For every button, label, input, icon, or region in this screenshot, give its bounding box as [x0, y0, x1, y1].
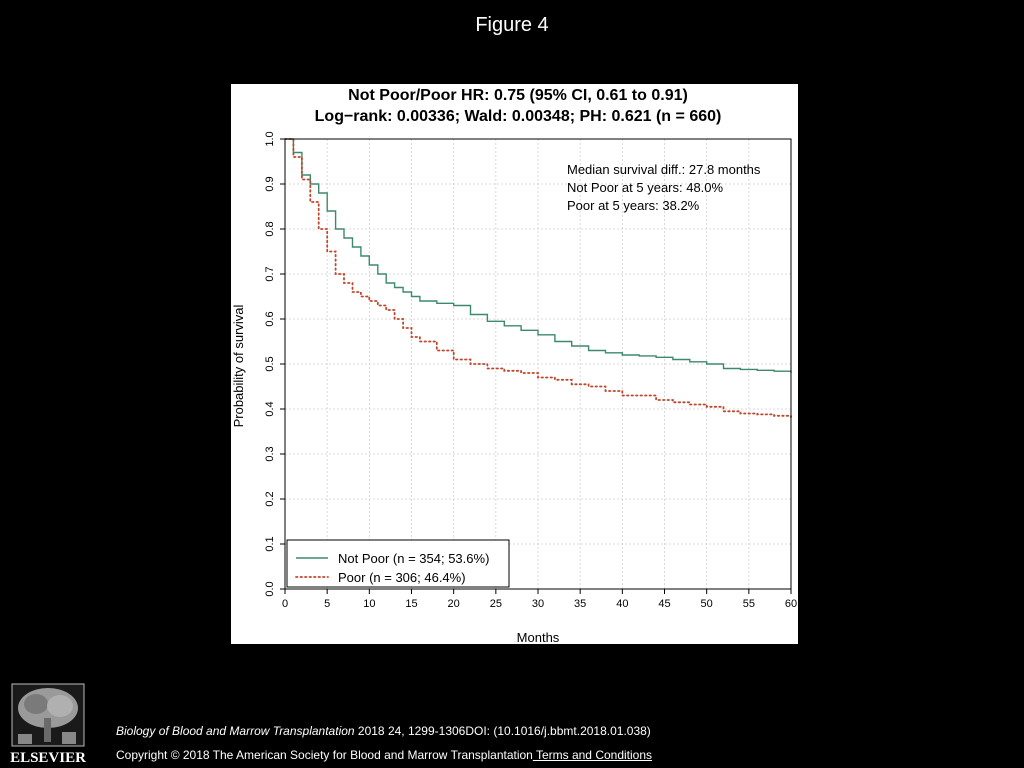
y-tick-label: 1.0: [264, 131, 276, 146]
series-line-not-poor: [285, 138, 792, 373]
y-tick-label: 0.5: [264, 356, 276, 371]
x-axis-label: Months: [517, 630, 560, 644]
x-tick-label: 30: [532, 598, 544, 610]
annotation-median-diff: Median survival diff.: 27.8 months: [567, 162, 761, 177]
x-tick-label: 50: [701, 598, 713, 610]
x-tick-label: 35: [574, 598, 586, 610]
elsevier-logo: ELSEVIER: [10, 683, 86, 766]
copyright-text: Copyright © 2018 The American Society fo…: [116, 748, 533, 762]
citation: Biology of Blood and Marrow Transplantat…: [116, 724, 651, 738]
annotation-poor-5yr: Poor at 5 years: 38.2%: [567, 198, 700, 213]
slide-title: Figure 4: [475, 14, 549, 36]
x-tick-label: 60: [785, 598, 797, 610]
legend-box: [286, 539, 510, 588]
journal-name: Biology of Blood and Marrow Transplantat…: [116, 724, 355, 738]
y-tick-label: 0.3: [264, 446, 276, 461]
footer: ELSEVIER Biology of Blood and Marrow Tra…: [0, 680, 1024, 768]
figure-panel: Not Poor/Poor HR: 0.75 (95% CI, 0.61 to …: [231, 84, 798, 644]
legend-label-poor: Poor (n = 306; 46.4%): [338, 570, 466, 585]
citation-details: 2018 24, 1299-1306DOI: (10.1016/j.bbmt.2…: [354, 724, 651, 738]
chart-title-line-1: Not Poor/Poor HR: 0.75 (95% CI, 0.61 to …: [348, 87, 688, 104]
publisher-name: ELSEVIER: [10, 750, 86, 766]
y-axis: 0.0 0.1 0.2 0.3 0.4 0.5 0.6 0.7 0.8 0.9 1.0: [264, 131, 285, 597]
x-tick-label: 40: [616, 598, 628, 610]
x-tick-label: 25: [490, 598, 502, 610]
x-tick-label: 55: [743, 598, 755, 610]
km-survival-chart: Not Poor/Poor HR: 0.75 (95% CI, 0.61 to …: [231, 87, 797, 644]
annotation-not-poor-5yr: Not Poor at 5 years: 48.0%: [567, 180, 724, 195]
y-tick-label: 0.9: [264, 176, 276, 191]
copyright: Copyright © 2018 The American Society fo…: [116, 748, 652, 762]
series-layer: [284, 138, 792, 418]
y-axis-label: Probability of survival: [231, 304, 246, 427]
x-tick-label: 15: [405, 598, 417, 610]
y-tick-label: 0.7: [264, 266, 276, 281]
legend: Not Poor (n = 354; 53.6%) Poor (n = 306;…: [286, 539, 510, 588]
x-tick-label: 5: [324, 598, 330, 610]
x-tick-label: 20: [448, 598, 460, 610]
chart-title-line-2: Log−rank: 0.00336; Wald: 0.00348; PH: 0.…: [315, 108, 722, 125]
terms-link[interactable]: Terms and Conditions: [532, 748, 653, 762]
y-tick-label: 0.1: [264, 536, 276, 551]
y-tick-label: 0.8: [264, 221, 276, 236]
y-tick-label: 0.6: [264, 311, 276, 326]
series-line-poor: [284, 138, 792, 418]
x-tick-label: 10: [363, 598, 375, 610]
y-tick-label: 0.0: [264, 581, 276, 596]
x-axis: 0 5 10 15 20 25 30 35 40 45 50 55 60: [282, 589, 797, 610]
legend-label-not-poor: Not Poor (n = 354; 53.6%): [338, 551, 489, 566]
y-tick-label: 0.2: [264, 491, 276, 506]
x-tick-label: 0: [282, 598, 288, 610]
y-tick-label: 0.4: [264, 401, 276, 416]
x-tick-label: 45: [658, 598, 670, 610]
